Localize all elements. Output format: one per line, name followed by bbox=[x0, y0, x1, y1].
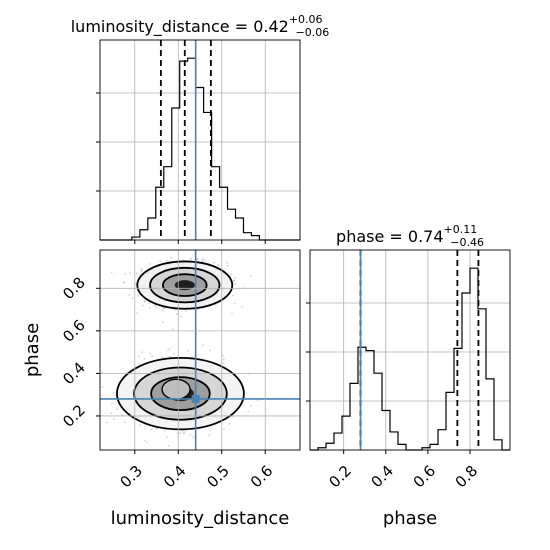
contour-frame bbox=[99, 249, 301, 451]
ld-hist-bin-5 bbox=[140, 230, 148, 240]
luminosity-distance-title: luminosity_distance = 0.42+0.06 −0.06 bbox=[71, 13, 330, 39]
contour-truth-marker bbox=[191, 394, 200, 403]
phase-title: phase = 0.74+0.11 −0.46 bbox=[336, 223, 484, 249]
phase-hist-bin-9 bbox=[382, 410, 390, 450]
phase-hist-bin-8 bbox=[374, 373, 382, 450]
ld-hist-bin-16 bbox=[228, 209, 236, 240]
phase-hist-bin-19 bbox=[462, 293, 470, 450]
ld-hist-bin-10 bbox=[180, 61, 188, 240]
ld-hist-bin-18 bbox=[243, 233, 251, 240]
y-axis-label-phase: phase bbox=[22, 323, 43, 377]
phase-hist-bin-7 bbox=[366, 351, 374, 450]
phase-hist-bin-6 bbox=[358, 347, 366, 450]
ld-hist-bin-7 bbox=[156, 187, 164, 240]
contour-level-3-mode-0 bbox=[174, 280, 195, 291]
phase-hist-bin-15 bbox=[430, 444, 438, 450]
contour-xtick-label-1: 0.4 bbox=[160, 462, 190, 492]
phase-hist-bin-23 bbox=[494, 440, 502, 450]
phase-histogram-panel: 0.2 0.4 0.6 0.8 bbox=[306, 249, 511, 492]
phase-hist-bin-22 bbox=[486, 379, 494, 450]
contour-xtick-label-2: 0.5 bbox=[203, 462, 233, 492]
phase-hist-bin-5 bbox=[350, 383, 358, 450]
contour-ytick-label-0: 0.2 bbox=[59, 401, 89, 431]
phase-hist-bin-16 bbox=[438, 430, 446, 450]
contour-ytick-label-1: 0.4 bbox=[59, 359, 89, 389]
phase-hist-bin-4 bbox=[342, 416, 350, 450]
luminosity-distance-title-prefix: luminosity_distance = bbox=[71, 17, 253, 37]
x-axis-label-luminosity-distance: luminosity_distance bbox=[111, 508, 290, 529]
phase-hist-frame bbox=[309, 249, 511, 451]
ld-hist-frame bbox=[99, 39, 301, 241]
contour-xtick-label-3: 0.6 bbox=[247, 462, 277, 492]
phase-hist-xtick-label-0: 0.2 bbox=[325, 462, 355, 492]
ld-hist-bin-12 bbox=[196, 88, 204, 240]
phase-hist-xtick-label-1: 0.4 bbox=[367, 462, 397, 492]
luminosity-distance-title-plus: +0.06 bbox=[289, 13, 323, 26]
phase-title-value: 0.74 bbox=[408, 227, 444, 246]
phase-hist-bin-2 bbox=[326, 443, 334, 450]
luminosity-distance-histogram-panel bbox=[96, 39, 301, 244]
contour-lower-core bbox=[161, 378, 191, 401]
phase-hist-bin-10 bbox=[390, 432, 398, 450]
contour-ytick-label-2: 0.6 bbox=[59, 316, 89, 346]
phase-hist-bin-11 bbox=[398, 444, 406, 450]
ld-hist-bin-6 bbox=[148, 218, 156, 240]
phase-title-prefix: phase = bbox=[336, 227, 408, 246]
ld-hist-bin-17 bbox=[236, 218, 244, 240]
phase-hist-bin-3 bbox=[334, 433, 342, 450]
phase-hist-xtick-label-3: 0.8 bbox=[452, 462, 482, 492]
luminosity-distance-title-value: 0.42 bbox=[253, 17, 289, 36]
ld-hist-bin-8 bbox=[164, 167, 172, 240]
ld-hist-bin-11 bbox=[188, 58, 196, 240]
ld-hist-bin-19 bbox=[251, 236, 259, 240]
contour-xtick-label-0: 0.3 bbox=[116, 462, 146, 492]
phase-vs-luminosity-distance-panel: 0.3 0.4 0.5 0.6 0.2 0.4 0.6 0.8 bbox=[59, 249, 301, 492]
ld-hist-bin-15 bbox=[220, 187, 228, 240]
phase-title-plus: +0.11 bbox=[444, 223, 478, 236]
phase-hist-xtick-label-2: 0.6 bbox=[410, 462, 440, 492]
ld-hist-bin-14 bbox=[212, 167, 220, 240]
contour-ytick-label-3: 0.8 bbox=[59, 273, 89, 303]
x-axis-label-phase: phase bbox=[383, 508, 437, 529]
ld-hist-bin-9 bbox=[172, 108, 180, 240]
contour-plot-area bbox=[100, 250, 300, 450]
phase-hist-bin-20 bbox=[470, 268, 478, 450]
luminosity-distance-title-minus: −0.06 bbox=[296, 26, 330, 39]
phase-hist-bin-17 bbox=[446, 392, 454, 450]
phase-title-minus: −0.46 bbox=[450, 236, 484, 249]
